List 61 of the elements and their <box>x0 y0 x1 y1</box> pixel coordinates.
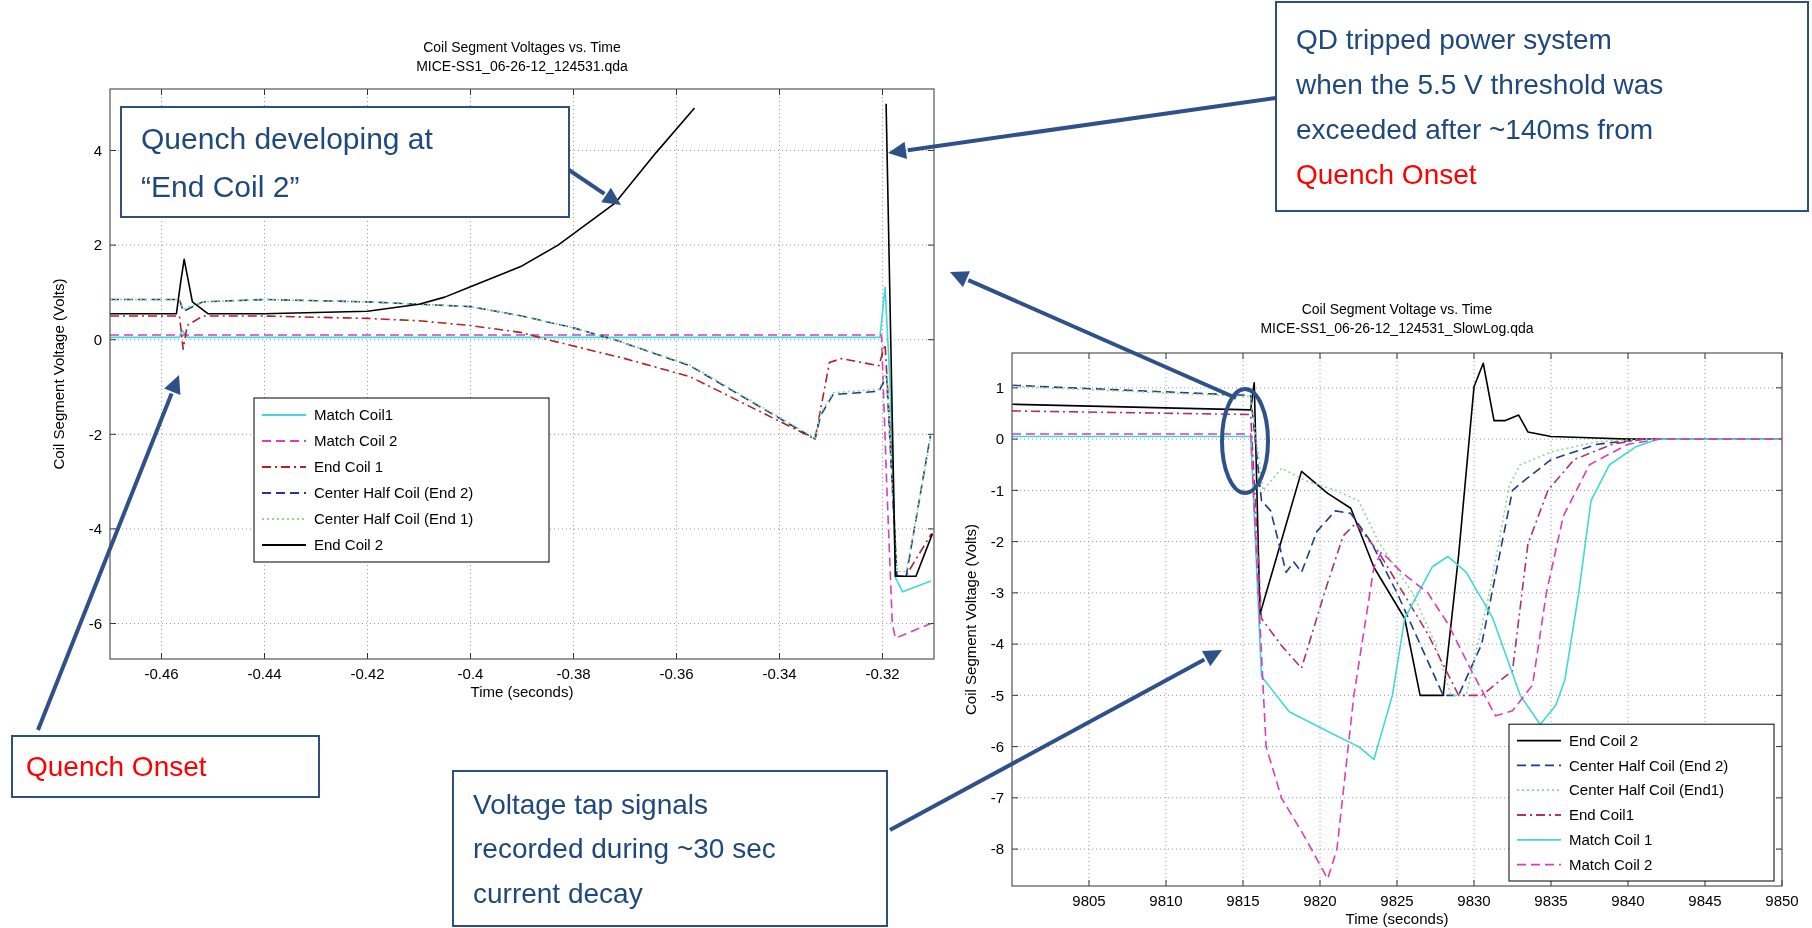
legend-label: End Coil 2 <box>1569 731 1639 749</box>
y-tick-label: 4 <box>93 141 102 159</box>
y-tick-label: -4 <box>88 520 102 538</box>
annotation: Quench developing at “End Coil 2” <box>141 121 434 203</box>
y-tick-label: 1 <box>995 379 1004 397</box>
x-tick-label: 9835 <box>1534 892 1568 909</box>
y-tick-label: -4 <box>990 635 1004 653</box>
legend-label: Match Coil 1 <box>1569 831 1653 849</box>
line-series <box>1012 435 1782 761</box>
x-tick-label: 9845 <box>1688 892 1722 909</box>
y-tick-label: 0 <box>93 330 102 348</box>
x-tick-label: -0.46 <box>144 665 179 682</box>
line-series <box>1012 433 1782 880</box>
text: Quench Onset <box>26 751 207 783</box>
x-tick-label: -0.32 <box>865 665 900 682</box>
y-tick-label: -6 <box>88 614 102 632</box>
legend-label: Center Half Coil (End 2) <box>1569 756 1729 774</box>
x-tick-label: -0.44 <box>247 665 282 682</box>
x-tick-label: 9805 <box>1072 892 1106 909</box>
y-tick-label: -8 <box>990 840 1004 858</box>
legend-label: Match Coil1 <box>314 406 394 424</box>
y-tick-label: -3 <box>990 584 1004 602</box>
legend-label: End Coil 1 <box>314 458 384 476</box>
x-tick-label: -0.42 <box>350 665 385 682</box>
y-tick-label: -2 <box>88 425 102 443</box>
x-tick-label: 9850 <box>1765 892 1799 909</box>
y-axis-title: Coil Segment Voltage (Volts) <box>50 278 67 470</box>
x-tick-label: 9820 <box>1303 892 1337 909</box>
chart-subtitle: MICE-SS1_06-26-12_124531.qda <box>416 58 629 74</box>
y-tick-label: 2 <box>93 236 102 254</box>
x-tick-label: 9825 <box>1380 892 1414 909</box>
chart-title: Coil Segment Voltage vs. Time <box>1301 301 1493 317</box>
x-tick-label: 9830 <box>1457 892 1491 909</box>
y-tick-label: -2 <box>990 532 1004 550</box>
chart-subtitle: MICE-SS1_06-26-12_124531_SlowLog.qda <box>1260 320 1534 336</box>
y-tick-label: -1 <box>990 481 1004 499</box>
legend-label: Match Coil 2 <box>314 432 398 450</box>
text: Voltage tap signals recorded during ~30 sec current decay <box>473 788 776 910</box>
x-axis-title: Time (seconds) <box>470 683 574 700</box>
x-tick-label: -0.36 <box>659 665 694 682</box>
legend-label: Match Coil 2 <box>1569 855 1653 873</box>
x-tick-label: -0.38 <box>556 665 591 682</box>
legend-label: End Coil1 <box>1569 806 1635 824</box>
y-axis-title: Coil Segment Voltage (Volts) <box>962 524 979 715</box>
y-tick-label: -5 <box>990 686 1004 704</box>
legend-label: Center Half Coil (End1) <box>1569 781 1725 799</box>
x-tick-label: 9810 <box>1149 892 1183 909</box>
legend-label: Center Half Coil (End 1) <box>314 510 474 528</box>
x-tick-label: 9840 <box>1611 892 1645 909</box>
y-tick-label: -7 <box>990 789 1004 807</box>
chart-title: Coil Segment Voltages vs. Time <box>423 39 622 55</box>
x-tick-label: -0.34 <box>762 665 797 682</box>
x-tick-label: 9815 <box>1226 892 1260 909</box>
legend-label: End Coil 2 <box>314 536 384 554</box>
x-tick-label: -0.4 <box>457 665 484 682</box>
x-axis-title: Time (seconds) <box>1345 910 1449 927</box>
y-tick-label: -6 <box>990 737 1004 755</box>
line-series <box>110 334 932 639</box>
y-tick-label: 0 <box>995 430 1004 448</box>
text: QD tripped power system when the 5.5 V threshold was exceeded after ~140ms from Quench Onset <box>1295 24 1664 190</box>
legend-label: Center Half Coil (End 2) <box>314 484 474 502</box>
